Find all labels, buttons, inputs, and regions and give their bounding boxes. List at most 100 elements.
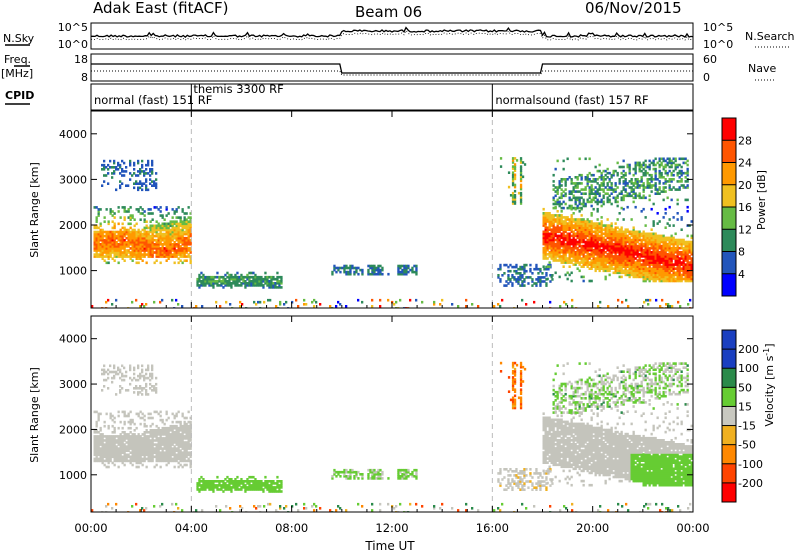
power-cell (626, 244, 629, 248)
power-cell (642, 244, 645, 248)
power-cell (542, 236, 545, 240)
power-cell (552, 216, 555, 219)
velocity-cell (151, 455, 154, 459)
power-cell (586, 242, 589, 246)
velocity-cell (163, 431, 166, 434)
power-cell (465, 305, 468, 308)
freq-panel (90, 53, 694, 82)
velocity-cell (167, 433, 170, 436)
velocity-cell (153, 443, 156, 446)
velocity-cell (224, 478, 227, 481)
power-cell (260, 282, 263, 285)
velocity-cell (131, 463, 134, 467)
power-cell (151, 230, 154, 234)
power-cell (554, 246, 557, 250)
power-cell (117, 249, 120, 252)
velocity-cell (137, 465, 140, 469)
velocity-cell (145, 457, 148, 461)
power-cell (143, 218, 146, 221)
power-cell (189, 255, 192, 258)
power-cell (662, 238, 665, 242)
power-cell (552, 202, 555, 206)
power-cell (183, 247, 186, 250)
power-cell (622, 240, 625, 244)
power-cell (550, 257, 553, 260)
velocity-cell (135, 459, 138, 463)
power-cell (668, 265, 671, 268)
power-cell (670, 180, 673, 183)
power-cell (574, 257, 577, 260)
power-cell (668, 159, 671, 163)
power-cell (361, 300, 364, 304)
power-cell (658, 240, 661, 244)
velocity-cell (161, 439, 164, 442)
power-cell (674, 246, 677, 250)
velocity-cell (101, 451, 104, 454)
power-cell (650, 244, 653, 248)
power-cell (270, 275, 273, 279)
power-cell (155, 186, 158, 190)
power-cell (137, 228, 140, 232)
power-cell (604, 269, 607, 273)
power-cell (113, 212, 116, 215)
power-cell (652, 257, 655, 260)
velocity-cell (139, 391, 142, 394)
velocity-cell (123, 439, 126, 442)
power-cell (648, 182, 651, 185)
power-cell (397, 266, 400, 270)
power-cell (572, 190, 575, 193)
power-cell (226, 282, 229, 285)
power-cell (678, 242, 681, 246)
velocity-cell (127, 420, 130, 424)
power-cell (684, 267, 687, 270)
power-cell (568, 190, 571, 193)
power-cell (179, 251, 182, 254)
power-cell (165, 222, 168, 226)
velocity-cell (93, 443, 96, 446)
power-cell (139, 251, 142, 254)
power-cell (238, 280, 241, 283)
power-cell (499, 265, 502, 269)
velocity-cell (212, 488, 215, 491)
power-cell (129, 226, 132, 230)
power-cell (678, 176, 681, 179)
power-cell (570, 216, 573, 219)
power-cell (568, 240, 571, 244)
power-cell (109, 255, 112, 258)
power-cell (642, 171, 645, 175)
power-cell (101, 257, 104, 260)
power-cell (630, 267, 633, 270)
power-cell (594, 259, 597, 262)
power-cell (151, 168, 154, 171)
power-cell (177, 232, 180, 236)
power-cell (570, 242, 573, 246)
power-cell (630, 180, 633, 183)
power-cell (646, 263, 649, 266)
power-cell (139, 243, 142, 246)
velocity-cell (169, 451, 172, 454)
velocity-cell (181, 429, 184, 432)
power-cell (622, 236, 625, 240)
velocity-cell (121, 372, 124, 376)
velocity-cell (105, 457, 108, 461)
power-cell (654, 269, 657, 273)
power-cell (626, 234, 629, 238)
velocity-cell (167, 443, 170, 446)
power-cell (616, 265, 619, 268)
power-cell (678, 186, 681, 189)
freq-label-1: Freq. (4, 53, 31, 66)
power-cell (129, 257, 132, 260)
power-cell (636, 182, 639, 185)
velocity-cell (133, 447, 136, 450)
power-cell (403, 268, 406, 272)
power-cell (586, 178, 589, 181)
velocity-cell (113, 445, 116, 448)
power-cell (654, 163, 657, 167)
power-cell (129, 163, 132, 167)
power-cell (123, 255, 126, 258)
power-cell (668, 279, 671, 283)
power-cell (598, 222, 601, 225)
power-cell (183, 236, 186, 240)
power-cell (564, 246, 567, 250)
